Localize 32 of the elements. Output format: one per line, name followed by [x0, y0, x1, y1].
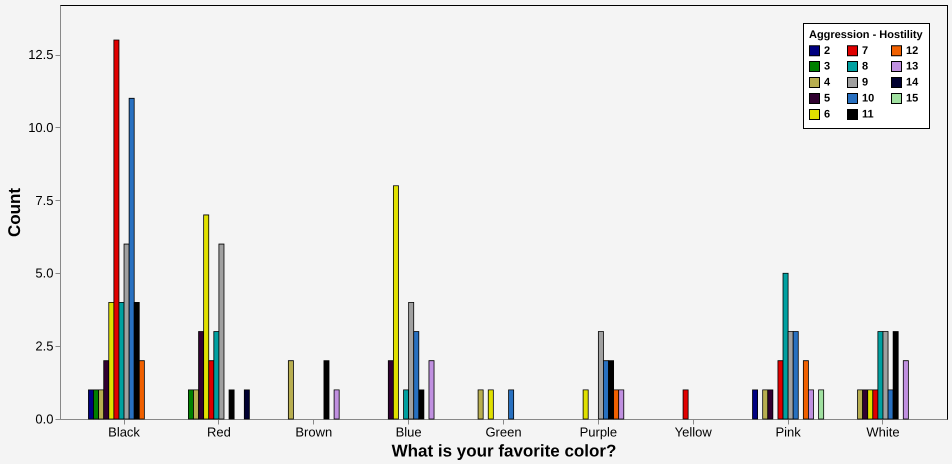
x-tick-label: Pink: [775, 424, 802, 440]
x-tick-label: White: [866, 424, 900, 440]
y-tick-label: 5.0: [35, 266, 54, 281]
legend-label: 4: [824, 76, 831, 88]
legend-label: 6: [824, 108, 830, 120]
x-tick-label: Green: [485, 424, 522, 440]
y-tick-label: 12.5: [28, 47, 54, 62]
y-tick-label: 2.5: [35, 338, 54, 354]
legend-title: Aggression - Hostility: [809, 29, 924, 41]
legend-label: 15: [906, 92, 918, 104]
y-tick-label: 10.0: [28, 120, 54, 135]
x-axis-title: What is your favorite color?: [392, 442, 616, 460]
legend-label: 12: [906, 44, 918, 57]
x-tick-label: Black: [108, 424, 140, 440]
y-axis-title: Count: [5, 188, 24, 238]
x-tick-label: Purple: [580, 424, 618, 440]
legend-label: 13: [906, 60, 918, 72]
legend-label: 10: [862, 92, 874, 104]
legend-label: 5: [824, 92, 830, 104]
y-tick-label: 7.5: [35, 192, 54, 208]
y-tick-label: 0.0: [35, 412, 54, 426]
legend-label: 2: [824, 44, 830, 57]
legend-label: 9: [862, 76, 868, 88]
x-tick-label: Yellow: [674, 424, 712, 440]
legend-label: 14: [906, 76, 920, 88]
x-tick-label: Blue: [396, 424, 422, 440]
legend-label: 7: [862, 44, 868, 57]
legend-label: 3: [824, 60, 830, 72]
x-tick-label: Red: [206, 424, 231, 440]
x-tick-label: Brown: [295, 424, 332, 440]
legend-label: 8: [862, 60, 868, 72]
legend-label: 11: [862, 108, 874, 120]
